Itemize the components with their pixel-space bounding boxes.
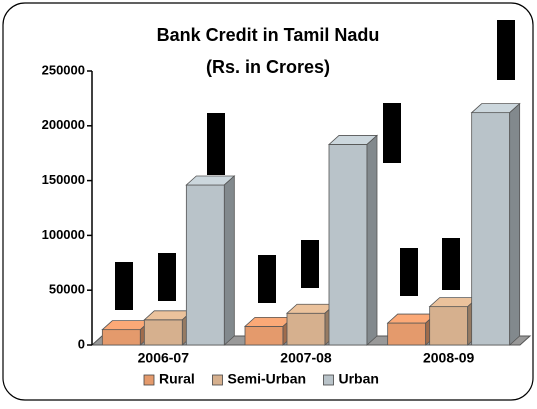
chart-frame bbox=[2, 2, 534, 401]
legend-swatch bbox=[143, 374, 155, 386]
chart-title: Bank Credit in Tamil Nadu bbox=[157, 25, 380, 45]
bar-front bbox=[101, 329, 141, 346]
redaction bbox=[115, 262, 133, 310]
plot-area: 0 50000 100000 150000 200000 250000 2006-07 200… bbox=[42, 62, 532, 366]
chart-subtitle: (Rs. in Crores) bbox=[206, 57, 330, 77]
redaction bbox=[158, 253, 176, 301]
bar bbox=[101, 319, 152, 346]
bar-front bbox=[143, 319, 183, 346]
bar-front bbox=[244, 325, 284, 346]
bar-front bbox=[387, 322, 427, 346]
redaction bbox=[497, 20, 515, 80]
redaction bbox=[301, 240, 319, 288]
bar-front bbox=[328, 144, 368, 346]
y-tick-label: 250000 bbox=[42, 62, 85, 77]
redaction-boxes bbox=[115, 20, 515, 310]
legend-swatch bbox=[323, 374, 334, 386]
redaction bbox=[442, 238, 460, 290]
bar bbox=[386, 313, 437, 346]
x-tick-label: 2006-07 bbox=[138, 350, 190, 366]
redaction bbox=[207, 113, 225, 175]
x-tick-label: 2008-09 bbox=[423, 350, 475, 366]
y-tick-label: 50000 bbox=[49, 282, 85, 297]
x-tick-label: 2007-08 bbox=[280, 350, 332, 366]
bar-front bbox=[429, 306, 469, 346]
bar bbox=[243, 316, 295, 346]
redaction bbox=[258, 255, 276, 303]
bar bbox=[185, 175, 236, 346]
redaction bbox=[383, 103, 401, 163]
bar-side bbox=[509, 102, 521, 346]
bar-front bbox=[185, 184, 225, 346]
legend-label: Urban bbox=[339, 371, 379, 387]
redaction bbox=[400, 248, 418, 296]
bar bbox=[143, 309, 194, 346]
y-tick-label: 100000 bbox=[42, 227, 85, 242]
bar-side bbox=[223, 175, 235, 346]
bar-front bbox=[471, 112, 511, 346]
bar bbox=[327, 134, 379, 346]
y-tick-label: 0 bbox=[78, 336, 85, 351]
bar-front bbox=[286, 312, 326, 346]
y-tick-label: 200000 bbox=[42, 117, 85, 132]
bar bbox=[428, 296, 479, 346]
bar bbox=[470, 102, 521, 346]
legend-swatch bbox=[212, 374, 223, 386]
bar bbox=[285, 303, 337, 346]
legend-label: Rural bbox=[159, 371, 195, 387]
y-tick-label: 150000 bbox=[42, 172, 85, 187]
bar-side bbox=[366, 134, 378, 346]
legend-label: Semi-Urban bbox=[228, 371, 307, 387]
